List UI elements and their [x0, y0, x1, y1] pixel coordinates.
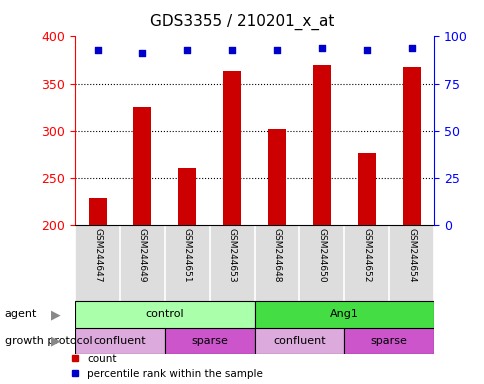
Bar [165, 328, 254, 354]
Bar [254, 328, 344, 354]
Bar [312, 65, 330, 225]
Text: sparse: sparse [370, 336, 407, 346]
Text: GSM244651: GSM244651 [182, 228, 192, 283]
Point [318, 45, 325, 51]
Text: agent: agent [5, 310, 37, 319]
Text: GSM244650: GSM244650 [317, 228, 326, 283]
Legend: count, percentile rank within the sample: count, percentile rank within the sample [71, 354, 263, 379]
Point [228, 46, 236, 53]
Text: GSM244647: GSM244647 [93, 228, 102, 283]
Bar [133, 107, 151, 225]
Text: GSM244653: GSM244653 [227, 228, 236, 283]
Text: confluent: confluent [93, 336, 146, 346]
Point [362, 46, 370, 53]
Text: control: control [145, 310, 184, 319]
Text: GDS3355 / 210201_x_at: GDS3355 / 210201_x_at [150, 13, 334, 30]
Text: ▶: ▶ [51, 308, 60, 321]
Point [138, 50, 146, 56]
Point [407, 45, 415, 51]
Bar [223, 71, 241, 225]
Text: ▶: ▶ [51, 334, 60, 347]
Point [93, 46, 101, 53]
Bar [344, 328, 433, 354]
Text: GSM244649: GSM244649 [137, 228, 147, 283]
Text: growth protocol: growth protocol [5, 336, 92, 346]
Text: Ang1: Ang1 [329, 310, 358, 319]
Bar [178, 168, 196, 225]
Bar [75, 328, 165, 354]
Point [183, 46, 191, 53]
Point [272, 46, 280, 53]
Bar [268, 129, 286, 225]
Text: confluent: confluent [272, 336, 325, 346]
Bar [75, 301, 254, 328]
Text: GSM244654: GSM244654 [406, 228, 415, 283]
Text: GSM244648: GSM244648 [272, 228, 281, 283]
Bar [357, 153, 375, 225]
Bar [89, 198, 106, 225]
Bar [402, 66, 420, 225]
Text: GSM244652: GSM244652 [362, 228, 371, 283]
Text: sparse: sparse [191, 336, 228, 346]
Bar [254, 301, 433, 328]
